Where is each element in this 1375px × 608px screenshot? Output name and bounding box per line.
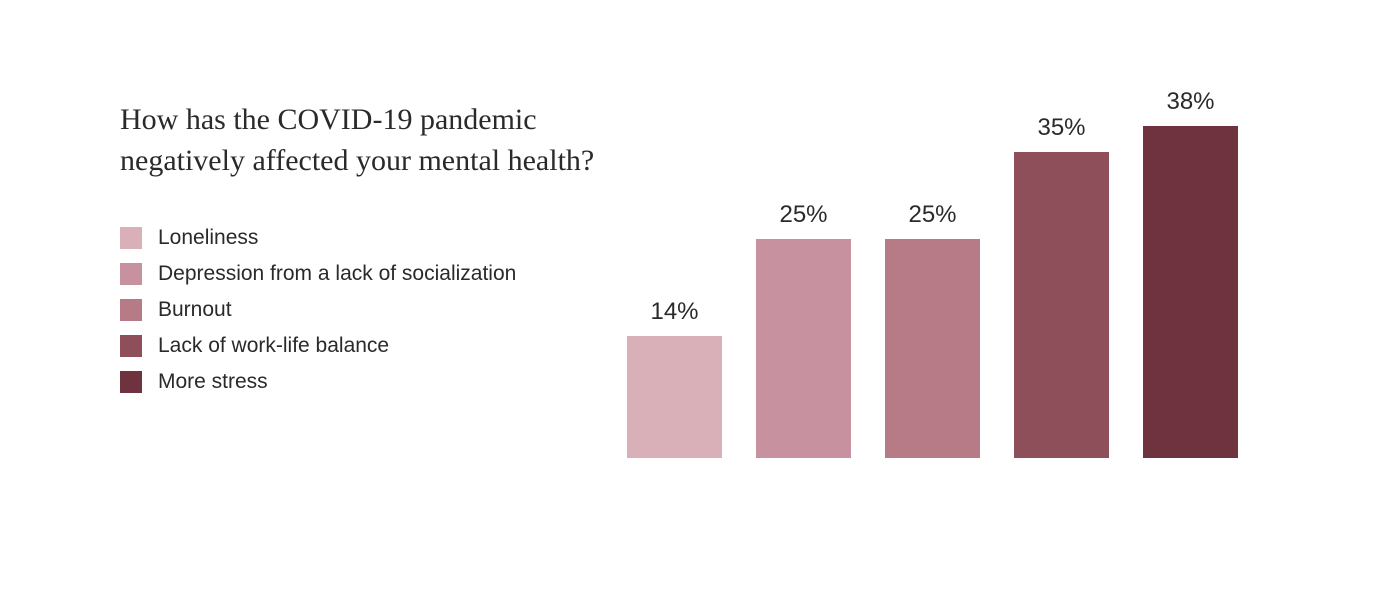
- legend-label: More stress: [158, 370, 268, 394]
- chart-area: 14% 25% 25% 35% 38%: [620, 60, 1285, 548]
- legend-item-worklife: Lack of work-life balance: [120, 334, 620, 358]
- legend-label: Loneliness: [158, 226, 258, 250]
- legend-swatch-icon: [120, 227, 142, 249]
- bar-value-label: 25%: [908, 201, 956, 229]
- left-panel: How has the COVID-19 pandemic negatively…: [120, 60, 620, 548]
- legend-label: Lack of work-life balance: [158, 334, 389, 358]
- bar-group: 14% 25% 25% 35% 38%: [627, 78, 1238, 458]
- bar-rect: [627, 336, 722, 459]
- legend-swatch-icon: [120, 335, 142, 357]
- legend-swatch-icon: [120, 263, 142, 285]
- bar-value-label: 14%: [650, 298, 698, 326]
- legend-label: Depression from a lack of socialization: [158, 262, 516, 286]
- bar-loneliness: 14%: [627, 78, 722, 458]
- legend-item-stress: More stress: [120, 370, 620, 394]
- bar-value-label: 35%: [1037, 114, 1085, 142]
- chart-title: How has the COVID-19 pandemic negatively…: [120, 100, 620, 181]
- bar-burnout: 25%: [885, 78, 980, 458]
- legend-item-depression: Depression from a lack of socialization: [120, 262, 620, 286]
- bar-rect: [756, 239, 851, 458]
- legend-item-loneliness: Loneliness: [120, 226, 620, 250]
- bar-rect: [1014, 152, 1109, 458]
- bar-stress: 38%: [1143, 78, 1238, 458]
- bar-worklife: 35%: [1014, 78, 1109, 458]
- legend-swatch-icon: [120, 371, 142, 393]
- legend: Loneliness Depression from a lack of soc…: [120, 226, 620, 394]
- bar-rect: [885, 239, 980, 458]
- bar-rect: [1143, 126, 1238, 459]
- bar-value-label: 25%: [779, 201, 827, 229]
- chart-container: How has the COVID-19 pandemic negatively…: [0, 0, 1375, 608]
- legend-item-burnout: Burnout: [120, 298, 620, 322]
- bar-value-label: 38%: [1166, 88, 1214, 116]
- legend-label: Burnout: [158, 298, 232, 322]
- legend-swatch-icon: [120, 299, 142, 321]
- bar-depression: 25%: [756, 78, 851, 458]
